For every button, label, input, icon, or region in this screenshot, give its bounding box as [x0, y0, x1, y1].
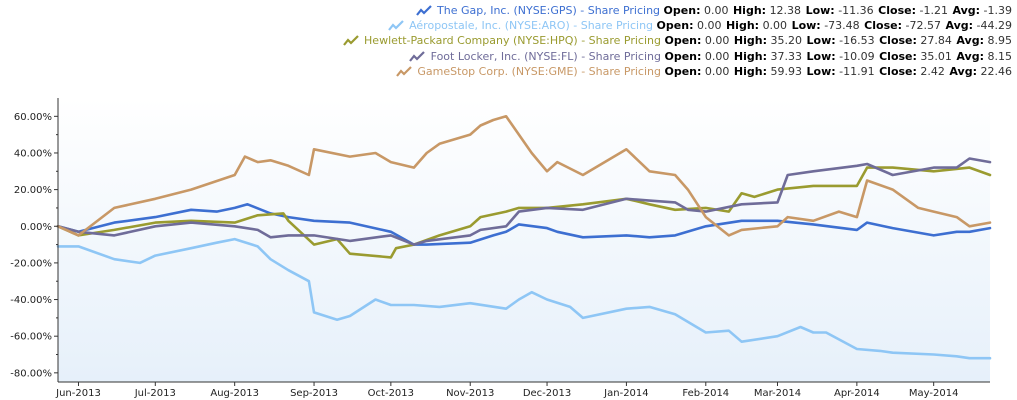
- axes: 60.00% 40.00% 20.00% 0.00% -20.00% -40.00% -60…: [10, 98, 990, 399]
- x-tick-label: May-2014: [909, 388, 959, 399]
- y-tick-label: -40.00%: [10, 295, 52, 306]
- legend-series-name: The Gap, Inc. (NYSE:GPS) - Share Pricing: [437, 4, 661, 17]
- legend-series-name: GameStop Corp. (NYSE:GME) - Share Pricin…: [417, 64, 661, 78]
- line-series-icon: [396, 66, 412, 77]
- line-series-icon: [387, 20, 404, 31]
- x-tick-label: Sep-2013: [290, 388, 338, 399]
- x-tick-label: Jun-2013: [55, 388, 101, 399]
- legend-series-stats: Open: 0.00 High: 59.93 Low: -11.91 Close…: [664, 64, 1012, 78]
- line-series-icon: [415, 5, 432, 16]
- x-tick-label: Feb-2014: [682, 388, 729, 399]
- legend-item-gps[interactable]: The Gap, Inc. (NYSE:GPS) - Share Pricing…: [343, 3, 1013, 18]
- x-tick-label: Nov-2013: [446, 388, 494, 399]
- legend-item-hpq[interactable]: Hewlett-Packard Company (NYSE:HPQ) - Sha…: [342, 33, 1013, 48]
- plot-area: [58, 98, 990, 382]
- line-series-icon: [342, 35, 359, 47]
- series-line-gme[interactable]: [56, 115, 992, 237]
- x-tick-label: Jan-2014: [603, 388, 648, 399]
- y-tick-label: -80.00%: [10, 368, 52, 379]
- chart-legend: The Gap, Inc. (NYSE:GPS) - Share Pricing…: [342, 3, 1013, 79]
- x-tick-label: Dec-2013: [523, 388, 571, 399]
- x-tick-label: Aug-2013: [210, 388, 259, 399]
- x-tick-label: Jul-2013: [134, 388, 176, 399]
- line-series-icon: [409, 50, 425, 62]
- y-tick-label: 0.00%: [20, 222, 52, 233]
- series-line-aro[interactable]: [56, 237, 992, 360]
- y-tick-label: 60.00%: [14, 112, 52, 123]
- legend-series-stats: Open: 0.00 High: 37.33 Low: -10.09 Close…: [664, 49, 1012, 63]
- legend-series-stats: Open: 0.00 High: 12.38 Low: -11.36 Close…: [663, 4, 1012, 17]
- y-tick-label: 40.00%: [14, 148, 52, 159]
- y-tick-label: 20.00%: [14, 185, 52, 196]
- y-tick-label: -60.00%: [10, 332, 52, 343]
- x-tick-label: Mar-2014: [754, 388, 801, 399]
- series-line-hpq[interactable]: [56, 166, 992, 259]
- legend-item-aro[interactable]: Aéropostale, Inc. (NYSE:ARO) - Share Pri…: [343, 18, 1013, 33]
- legend-series-name: Aéropostale, Inc. (NYSE:ARO) - Share Pri…: [409, 19, 654, 33]
- x-tick-label: Apr-2014: [834, 388, 880, 399]
- series-line-gps[interactable]: [56, 203, 992, 246]
- series-line-fl[interactable]: [56, 157, 992, 246]
- legend-series-name: Hewlett-Packard Company (NYSE:HPQ) - Sha…: [364, 34, 661, 48]
- legend-series-stats: Open: 0.00 High: 35.20 Low: -16.53 Close…: [664, 34, 1012, 48]
- legend-item-gme[interactable]: GameStop Corp. (NYSE:GME) - Share Pricin…: [343, 64, 1013, 79]
- series-layer: [56, 115, 992, 360]
- legend-series-name: Foot Locker, Inc. (NYSE:FL) - Share Pric…: [430, 49, 661, 63]
- x-tick-label: Oct-2013: [368, 388, 414, 399]
- legend-series-stats: Open: 0.00 High: 0.00 Low: -73.48 Close:…: [656, 19, 1012, 33]
- y-tick-label: -20.00%: [10, 258, 52, 269]
- legend-item-fl[interactable]: Foot Locker, Inc. (NYSE:FL) - Share Pric…: [343, 49, 1013, 64]
